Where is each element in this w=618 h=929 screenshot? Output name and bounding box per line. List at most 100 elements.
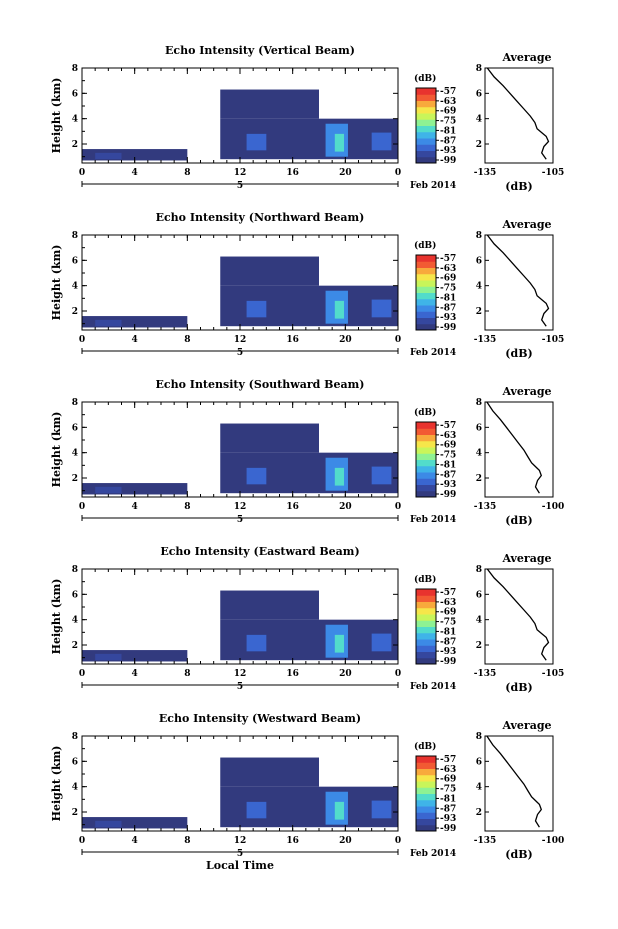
colorbar-segment xyxy=(416,113,436,120)
x-tick-label: 16 xyxy=(286,669,299,679)
colorbar-tick-label: -81 xyxy=(440,293,456,303)
x-tick-label: 0 xyxy=(79,669,85,679)
colorbar-segment xyxy=(416,812,436,819)
profile-y-tick-label: 8 xyxy=(476,732,482,742)
x-tick-label: 20 xyxy=(339,502,352,512)
colorbar-segment xyxy=(416,472,436,479)
x-tick-label: 8 xyxy=(184,168,190,178)
colorbar-tick-label: -93 xyxy=(440,814,456,824)
profile-y-tick-label: 2 xyxy=(476,307,482,317)
colorbar-tick-label: -57 xyxy=(440,755,456,765)
heatmap-cell xyxy=(95,486,122,494)
y-tick-label: 2 xyxy=(72,307,78,317)
heatmap-cell xyxy=(334,801,345,820)
panel-title: Echo Intensity (Southward Beam) xyxy=(156,378,365,391)
y-tick-label: 4 xyxy=(72,115,78,125)
y-tick-label: 6 xyxy=(72,256,78,266)
profile-y-tick-label: 4 xyxy=(476,783,482,793)
profile-x-tick-label: -105 xyxy=(542,168,565,178)
colorbar-tick-label: -99 xyxy=(440,323,456,333)
colorbar-segment xyxy=(416,793,436,801)
colorbar-segment xyxy=(416,799,436,807)
profile-frame xyxy=(484,401,554,498)
colorbar-segment xyxy=(416,440,436,448)
colorbar-segment xyxy=(416,150,436,158)
colorbar-segment xyxy=(416,484,436,492)
y-tick-label: 2 xyxy=(72,474,78,484)
panel-3: Echo Intensity (Southward Beam) 2 4 6 8 Heigh… xyxy=(50,378,564,527)
panel-title: Echo Intensity (Westward Beam) xyxy=(159,712,361,725)
x-tick-label: 0 xyxy=(395,335,401,345)
heatmap-cell xyxy=(82,316,188,328)
profile-y-tick-label: 8 xyxy=(476,398,482,408)
profile-y-tick-label: 6 xyxy=(476,757,482,767)
date-tick-label: 5 xyxy=(237,682,243,692)
x-tick-label: 20 xyxy=(339,669,352,679)
x-tick-label: 20 xyxy=(339,168,352,178)
y-tick-label: 4 xyxy=(72,783,78,793)
colorbar-unit-label: (dB) xyxy=(414,407,436,418)
profile-y-tick-label: 6 xyxy=(476,89,482,99)
profile-title: Average xyxy=(501,218,551,231)
profile-y-tick-label: 2 xyxy=(476,808,482,818)
heatmap-cell xyxy=(334,467,345,486)
profile-x-label: (dB) xyxy=(505,180,532,193)
date-label: Feb 2014 xyxy=(410,515,456,525)
y-axis-label: Height (km) xyxy=(50,746,63,822)
colorbar-segment xyxy=(416,292,436,300)
colorbar-segment xyxy=(416,607,436,615)
profile-y-tick-label: 8 xyxy=(476,231,482,241)
profile-x-tick-label: -135 xyxy=(474,168,497,178)
profile-frame xyxy=(484,568,554,665)
colorbar-segment xyxy=(416,632,436,640)
colorbar-segment xyxy=(416,824,436,832)
colorbar-tick-label: -99 xyxy=(440,490,456,500)
x-tick-label: 20 xyxy=(339,836,352,846)
colorbar-tick-label: -93 xyxy=(440,146,456,156)
x-tick-label: 0 xyxy=(395,168,401,178)
colorbar-segment xyxy=(416,614,436,621)
colorbar-tick-label: -99 xyxy=(440,657,456,667)
profile-y-tick-label: 8 xyxy=(476,64,482,74)
panel-5: Echo Intensity (Westward Beam) 2 4 6 8 Height… xyxy=(50,712,564,872)
x-tick-label: 4 xyxy=(132,502,138,512)
profile-x-label: (dB) xyxy=(505,848,532,861)
colorbar-segment xyxy=(416,818,436,826)
colorbar-segment xyxy=(416,311,436,318)
colorbar-segment xyxy=(416,261,436,268)
colorbar-tick-label: -93 xyxy=(440,313,456,323)
y-tick-label: 8 xyxy=(72,64,78,74)
y-tick-label: 2 xyxy=(72,808,78,818)
y-axis-label: Height (km) xyxy=(50,412,63,488)
profile-line xyxy=(486,401,543,494)
heatmap-cell xyxy=(95,653,122,661)
profile-x-tick-label: -135 xyxy=(474,502,497,512)
x-tick-label: 8 xyxy=(184,335,190,345)
profile-x-tick-label: -135 xyxy=(474,335,497,345)
colorbar-unit-label: (dB) xyxy=(414,741,436,752)
colorbar-segment xyxy=(416,756,436,763)
y-tick-label: 4 xyxy=(72,282,78,292)
colorbar-unit-label: (dB) xyxy=(414,240,436,251)
heatmap-cell xyxy=(246,133,267,151)
x-tick-label: 16 xyxy=(286,502,299,512)
colorbar-tick-label: -63 xyxy=(440,264,456,274)
heatmap-cell xyxy=(246,634,267,652)
heatmap-cell xyxy=(82,149,188,161)
colorbar-tick-label: -93 xyxy=(440,480,456,490)
colorbar-segment xyxy=(416,286,436,293)
colorbar-frame xyxy=(415,421,437,498)
x-tick-label: 4 xyxy=(132,168,138,178)
heatmap-cell xyxy=(95,820,122,828)
date-tick-label: 5 xyxy=(237,181,243,191)
profile-line xyxy=(486,568,550,661)
x-axis-label: Local Time xyxy=(206,859,274,872)
colorbar-frame xyxy=(415,588,437,665)
colorbar-tick-label: -75 xyxy=(440,451,456,461)
profile-frame xyxy=(484,234,554,331)
panel-title: Echo Intensity (Eastward Beam) xyxy=(160,545,359,558)
heatmap-cell xyxy=(371,132,392,151)
colorbar-segment xyxy=(416,478,436,485)
colorbar-segment xyxy=(416,323,436,331)
colorbar-segment xyxy=(416,144,436,151)
